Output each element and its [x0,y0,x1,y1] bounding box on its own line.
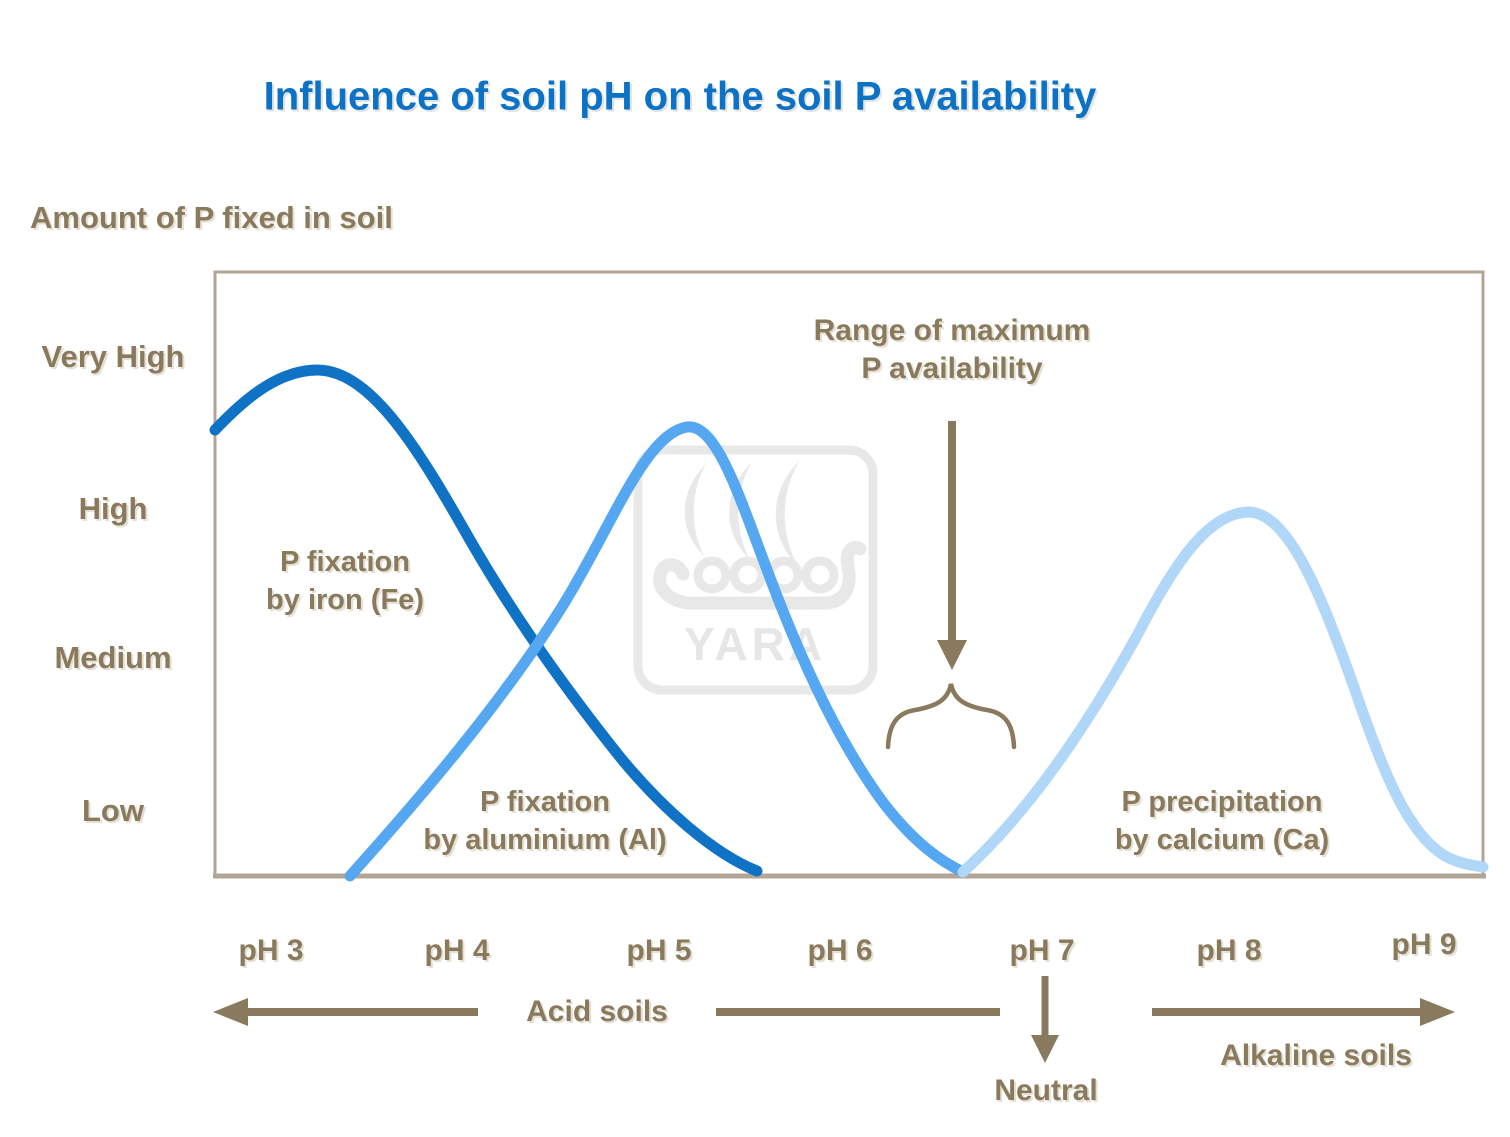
y-tick-high: High [78,491,148,526]
neutral-arrow [1031,976,1059,1063]
x-tick-ph9: pH 9 [1391,928,1457,961]
ca-curve-label-line2: by calcium (Ca) [1114,824,1330,856]
y-axis-title: Amount of P fixed in soil [30,200,393,235]
fe-curve-label-line2: by iron (Fe) [266,584,424,616]
watermark-frame-icon [633,445,878,695]
x-tick-ph5: pH 5 [626,934,692,967]
range-annotation-line2: P availability [861,352,1043,385]
range-annotation-line1: Range of maximum [813,314,1091,347]
x-tick-ph6: pH 6 [807,934,873,967]
y-tick-medium: Medium [54,640,172,675]
yara-watermark: YARA [633,445,878,695]
al-curve-label-line1: P fixation [479,786,610,818]
range-arrow [937,421,967,670]
y-tick-very-high: Very High [41,339,185,374]
range-brace [885,683,1017,750]
watermark-hull-icon [653,541,867,610]
range-annotation: Range of maximum P availability [814,312,1091,388]
neutral-label: Neutral [994,1074,1098,1107]
page-title: Influence of soil pH on the soil P avail… [263,74,1097,119]
fe-curve [209,364,763,877]
acid-soils-label: Acid soils [526,995,668,1028]
x-tick-ph4: pH 4 [424,934,490,967]
y-tick-low: Low [82,793,144,828]
al-curve-label-line2: by aluminium (Al) [423,824,667,856]
ca-curve [957,506,1489,878]
x-tick-ph8: pH 8 [1196,934,1262,967]
al-curve-label: P fixation by aluminium (Al) [423,783,666,859]
fe-curve-label: P fixation by iron (Fe) [266,543,424,619]
fe-curve-label-line1: P fixation [279,546,410,578]
acid-arrow [213,998,1000,1026]
alkaline-soils-label: Alkaline soils [1220,1039,1412,1072]
alkaline-arrow [1152,998,1455,1026]
ca-curve-label: P precipitation by calcium (Ca) [1115,783,1329,859]
al-curve [344,421,969,882]
x-tick-ph3: pH 3 [238,934,304,967]
x-tick-ph7: pH 7 [1009,934,1075,967]
ca-curve-label-line1: P precipitation [1121,786,1323,818]
